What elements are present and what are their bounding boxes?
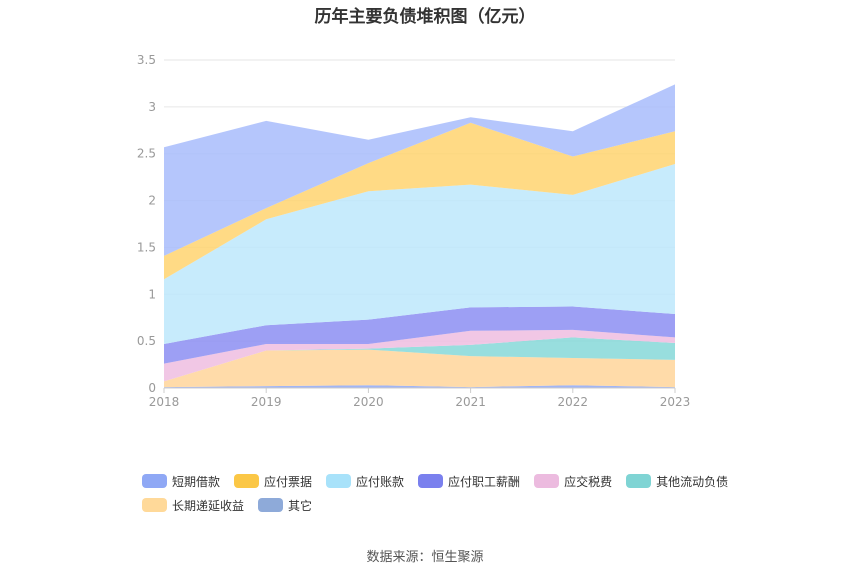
legend-label: 应付职工薪酬 bbox=[448, 474, 521, 489]
legend-item[interactable]: 其它 bbox=[258, 496, 312, 514]
y-tick-label: 3.5 bbox=[137, 53, 156, 67]
area-长期递延收益 bbox=[164, 349, 675, 388]
legend-label: 应付账款 bbox=[356, 474, 405, 489]
area-应交税费 bbox=[164, 329, 675, 382]
x-tick-label: 2023 bbox=[660, 395, 691, 409]
legend-item[interactable]: 应交税费 bbox=[534, 472, 612, 490]
legend-swatch bbox=[326, 474, 352, 488]
area-应付账款 bbox=[164, 164, 675, 344]
area-应付职工薪酬 bbox=[164, 306, 675, 364]
area-短期借款 bbox=[164, 385, 675, 388]
y-tick-label: 2.5 bbox=[137, 147, 156, 161]
legend-swatch bbox=[626, 474, 652, 488]
legend-item[interactable]: 应付职工薪酬 bbox=[418, 472, 520, 490]
y-tick-label: 1.5 bbox=[137, 240, 156, 254]
legend-swatch bbox=[418, 474, 444, 488]
legend-item[interactable]: 长期递延收益 bbox=[142, 496, 244, 514]
legend-swatch bbox=[258, 498, 284, 512]
x-tick-label: 2021 bbox=[455, 395, 486, 409]
data-source: 数据来源：恒生聚源 bbox=[366, 550, 484, 565]
legend-swatch bbox=[234, 474, 260, 488]
legend-label: 应交税费 bbox=[564, 474, 613, 489]
y-tick-label: 0.5 bbox=[137, 334, 156, 348]
legend-item[interactable]: 其他流动负债 bbox=[626, 472, 728, 490]
legend-label: 应付票据 bbox=[264, 474, 313, 489]
legend-swatch bbox=[142, 498, 167, 512]
legend-swatch bbox=[534, 474, 560, 488]
legend-label: 其他流动负债 bbox=[656, 474, 729, 489]
y-tick-label: 2 bbox=[148, 194, 156, 208]
x-tick-label: 2020 bbox=[353, 395, 384, 409]
x-tick-label: 2019 bbox=[251, 395, 282, 409]
y-tick-label: 3 bbox=[148, 100, 156, 114]
legend-item[interactable]: 应付票据 bbox=[234, 472, 312, 490]
legend-label: 其它 bbox=[288, 498, 313, 513]
x-tick-label: 2022 bbox=[558, 395, 589, 409]
axes: 0 0.5 1 1.5 2 2.5 3 3.5 2018 2019 2020 2021 2022 2023 bbox=[137, 53, 690, 409]
legend-label: 短期借款 bbox=[172, 474, 221, 489]
legend-item[interactable]: 应付账款 bbox=[326, 472, 404, 490]
chart-title: 历年主要负债堆积图（亿元） bbox=[314, 7, 536, 27]
area-其他流动负债 bbox=[164, 337, 675, 382]
stacked-area-chart: 0 0.5 1 1.5 2 2.5 3 3.5 2018 2019 2020 2021 2022 2023 bbox=[137, 53, 690, 409]
area-应付票据 bbox=[164, 122, 675, 280]
x-tick-label: 2018 bbox=[149, 395, 180, 409]
area-series bbox=[164, 84, 675, 388]
legend-item[interactable]: 短期借款 bbox=[142, 472, 220, 490]
y-tick-label: 0 bbox=[148, 381, 156, 395]
y-tick-label: 1 bbox=[148, 287, 156, 301]
legend-label: 长期递延收益 bbox=[172, 498, 245, 513]
legend-swatch bbox=[142, 474, 167, 488]
area-其它 bbox=[164, 84, 675, 256]
legend: 短期借款 应付票据 应付账款 应付职工薪酬 应交税费 其他流动负债长期递延收益 其它 bbox=[142, 472, 762, 520]
